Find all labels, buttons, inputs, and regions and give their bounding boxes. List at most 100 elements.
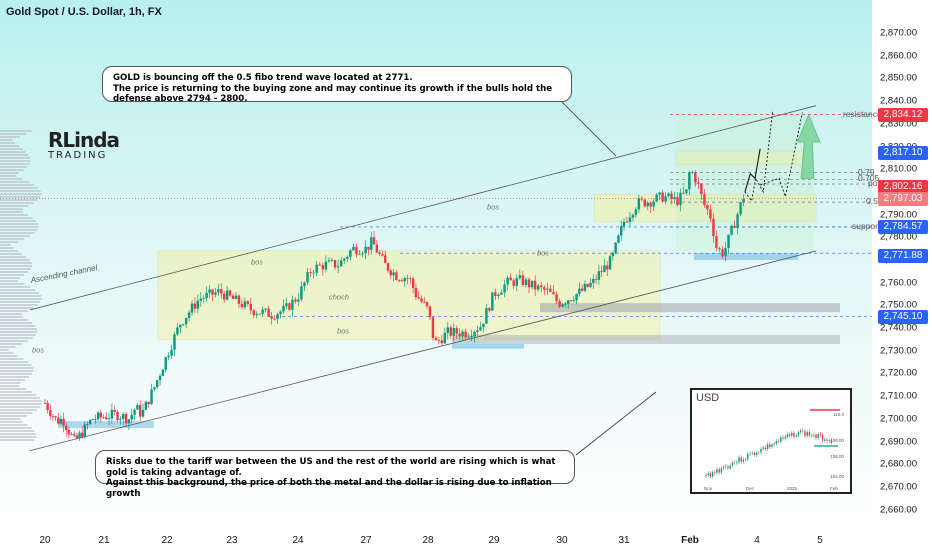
volume-profile-bar	[0, 316, 23, 318]
volume-profile-bar	[0, 202, 34, 204]
price-axis-background	[872, 0, 932, 550]
candle-body	[437, 340, 441, 342]
inset-candle-body	[725, 466, 727, 468]
candle-body	[370, 237, 373, 250]
volume-profile-bar	[0, 430, 35, 432]
structure-label: bos	[250, 257, 264, 267]
candle-body	[569, 300, 573, 302]
volume-profile-bar	[0, 337, 33, 339]
volume-profile-bar	[0, 157, 31, 159]
candle-body	[476, 330, 479, 332]
candle-body	[202, 298, 205, 299]
grey-zone	[452, 334, 840, 344]
inset-candle-body	[804, 431, 806, 436]
candle-body	[715, 236, 718, 249]
candle-body	[512, 280, 515, 286]
x-tick-label: 30	[556, 535, 568, 546]
inset-candle-body	[802, 430, 804, 432]
volume-profile-bar	[0, 352, 13, 354]
candle-body	[300, 286, 303, 300]
candle-body	[479, 327, 482, 331]
volume-profile-bar	[0, 271, 29, 273]
candle-body	[694, 172, 697, 183]
volume-profile-bar	[0, 364, 32, 366]
candle-body	[91, 419, 94, 421]
volume-profile-bar	[0, 298, 42, 300]
candle-body	[452, 328, 455, 336]
candle-body	[279, 311, 282, 315]
candle-body	[70, 433, 73, 435]
volume-profile-bar	[0, 361, 29, 363]
candle-body	[105, 417, 108, 420]
y-tick-label: 2,760.00	[880, 277, 917, 289]
volume-profile-bar	[0, 391, 32, 393]
candle-body	[691, 172, 694, 174]
volume-profile-bar	[0, 142, 15, 144]
volume-profile-bar	[0, 382, 21, 384]
candle-body	[170, 349, 173, 356]
structure-label: choch	[328, 292, 350, 302]
price-tag: 2,802.16	[878, 180, 928, 195]
logo-text-sub: TRADING	[48, 150, 108, 161]
inset-candle-body	[727, 466, 729, 469]
candle-body	[130, 414, 133, 420]
candle-body	[589, 282, 592, 287]
volume-profile-bar	[0, 187, 39, 189]
candle-body	[661, 192, 664, 202]
candle-body	[381, 253, 384, 256]
inset-x-tick: Dec	[746, 486, 755, 491]
y-tick-label: 2,710.00	[880, 390, 917, 402]
candle-body	[378, 252, 381, 254]
candle-body	[503, 284, 506, 293]
candle-body	[518, 275, 522, 279]
price-tag: 2,817.10	[878, 146, 928, 161]
inset-candle-body	[769, 444, 771, 447]
candle-body	[470, 336, 473, 338]
volume-profile-bar	[0, 277, 20, 279]
candle-body	[628, 217, 632, 222]
volume-profile-bar	[0, 406, 41, 408]
candle-body	[640, 198, 644, 200]
candle-body	[336, 266, 340, 268]
volume-profile-bar	[0, 367, 34, 369]
inset-candle-body	[731, 462, 734, 466]
candle-body	[156, 380, 159, 388]
inset-candle-body	[795, 435, 797, 437]
x-tick-label: Feb	[681, 535, 699, 546]
candle-body	[321, 265, 325, 270]
candle-body	[83, 424, 87, 438]
volume-profile-bar	[0, 331, 38, 333]
inset-candle-body	[747, 454, 749, 460]
candle-body	[718, 248, 721, 250]
inset-candle-body	[817, 434, 819, 438]
candle-body	[552, 291, 555, 295]
inset-x-tick: 2025	[787, 486, 798, 491]
candle-body	[742, 198, 745, 203]
candle-body	[264, 308, 267, 310]
candle-body	[285, 303, 288, 307]
inset-candle-body	[826, 439, 828, 441]
demand-zone	[58, 421, 154, 428]
candle-body	[700, 183, 703, 195]
brand-logo: RLinda TRADING	[48, 128, 120, 161]
y-tick-label: 2,690.00	[880, 436, 917, 448]
volume-profile-bar	[0, 436, 37, 438]
inset-candle-body	[729, 465, 731, 469]
candle-body	[425, 302, 429, 307]
candle-body	[361, 253, 364, 255]
candle-body	[409, 278, 412, 280]
volume-profile-bar	[0, 193, 42, 195]
channel-lower-line	[29, 250, 817, 452]
candle-body	[564, 303, 567, 305]
volume-profile-bar	[0, 346, 16, 348]
candle-body	[99, 412, 102, 418]
candle-body	[652, 201, 655, 207]
demand-zone	[694, 253, 798, 261]
volume-profile-bar	[0, 412, 33, 414]
inset-candle-body	[749, 453, 751, 455]
inset-candle-body	[709, 473, 712, 477]
y-tick-label: 2,790.00	[880, 209, 917, 221]
candle-body	[400, 280, 404, 282]
level-label: 0.5	[866, 196, 878, 207]
